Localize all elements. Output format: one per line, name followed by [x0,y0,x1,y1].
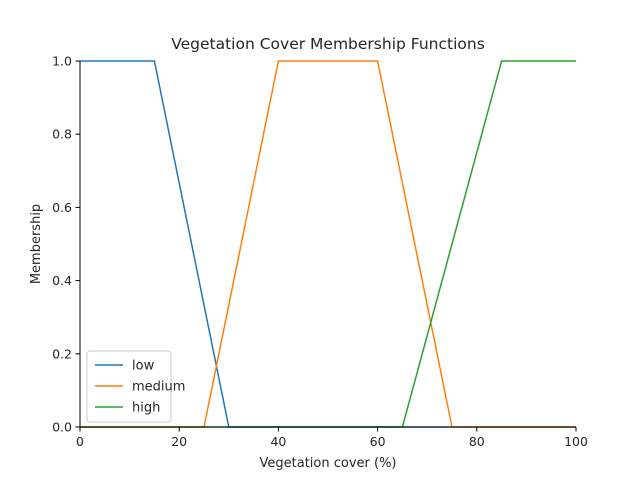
x-tick-label: 40 [270,434,286,449]
x-axis-label: Vegetation cover (%) [260,456,397,471]
chart-title: Vegetation Cover Membership Functions [171,35,485,53]
x-tick-label: 60 [370,434,386,449]
y-tick-label: 0.8 [52,127,72,142]
legend-label-low: low [132,359,155,374]
legend-box [86,350,172,423]
y-tick-label: 0.4 [52,273,72,288]
y-axis-label: Membership [29,204,44,284]
legend: low medium high [86,350,185,423]
y-tick-label: 0.6 [52,200,72,215]
x-tick-label: 80 [469,434,485,449]
y-tick-label: 1.0 [52,54,72,69]
legend-label-high: high [132,401,160,416]
legend-label-medium: medium [132,380,185,395]
x-tick-label: 100 [564,434,588,449]
y-tick-label: 0.2 [52,346,72,361]
x-tick-label: 0 [76,434,84,449]
y-tick-label: 0.0 [52,420,72,435]
axes [79,61,576,428]
x-tick-label: 20 [171,434,187,449]
ticks: 0 20 40 60 80 100 0.0 0.2 0.4 0.6 0.8 1.0 [52,54,588,450]
